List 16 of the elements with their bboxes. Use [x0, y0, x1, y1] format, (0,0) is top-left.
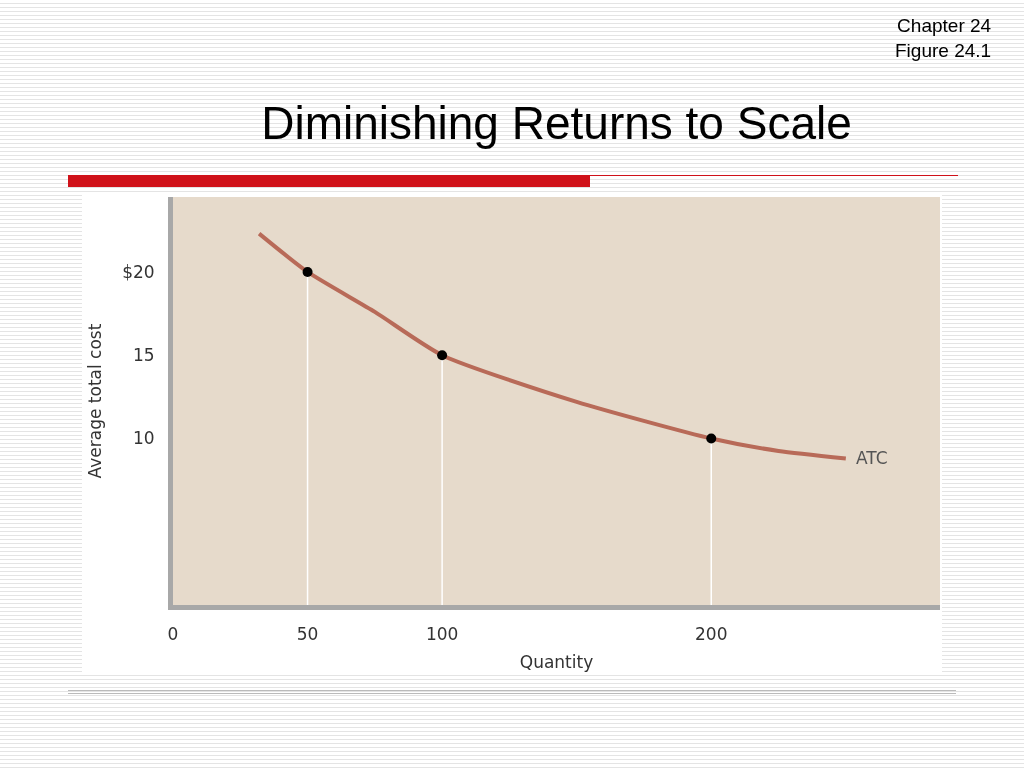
y-axis-title: Average total cost: [84, 323, 105, 479]
point: [437, 350, 448, 361]
x-tick-label: 0: [167, 624, 179, 645]
y-tick-label: $20: [122, 261, 155, 282]
x-tick-label: 50: [296, 624, 319, 645]
x-tick-label: 200: [695, 624, 728, 645]
chart-title: Diminishing Returns to Scale: [261, 96, 852, 149]
x-axis-title: Quantity: [519, 651, 594, 672]
y-tick-label: 15: [132, 345, 155, 366]
y-tick-label: 10: [132, 428, 155, 449]
x-tick-label: 100: [425, 624, 459, 645]
point: [302, 266, 313, 277]
series-label: ATC: [856, 448, 888, 468]
text: Chapter 24 Figure 24.1: [895, 15, 992, 61]
point: [706, 433, 717, 444]
line-series: [257, 231, 848, 461]
